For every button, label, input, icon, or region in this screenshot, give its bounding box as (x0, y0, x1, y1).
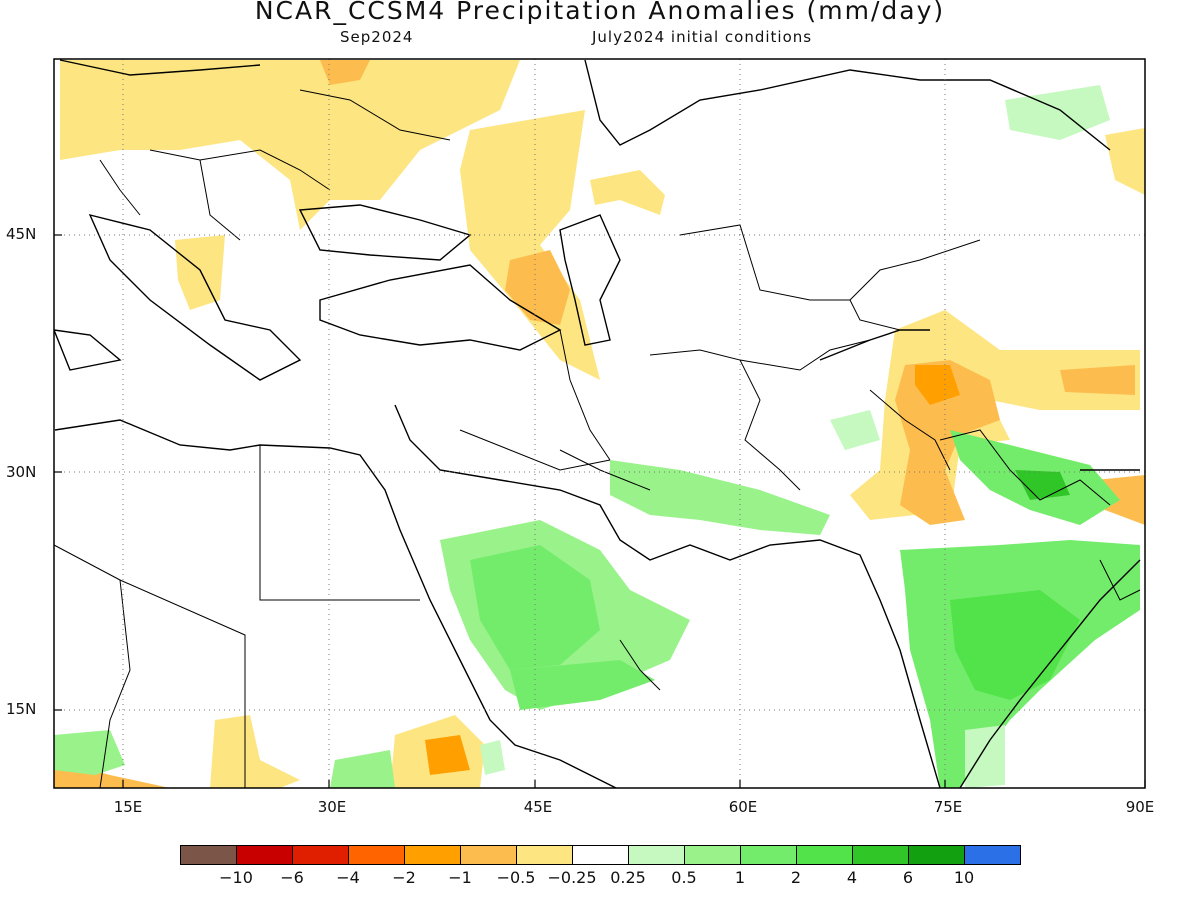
lon-label-45e: 45E (523, 798, 553, 816)
colorbar-label: −1 (448, 868, 472, 887)
map-title: NCAR_CCSM4 Precipitation Anomalies (mm/d… (254, 0, 946, 25)
dry-anomaly-pakistan-core (895, 360, 1000, 525)
colorbar-label: 6 (902, 868, 914, 887)
colorbar-swatch (628, 845, 685, 865)
colorbar-swatch (404, 845, 461, 865)
dry-anomaly-caucasus (505, 250, 570, 325)
colorbar-label: 0.25 (610, 868, 646, 887)
colorbar-label: −4 (336, 868, 360, 887)
dry-anomaly-kashmir (915, 365, 960, 405)
dry-anomaly-caspian (460, 110, 600, 380)
lon-label-90e: 90E (1125, 798, 1155, 816)
colorbar-label: −6 (280, 868, 304, 887)
dry-anomaly-tibet (1060, 365, 1135, 395)
wet-anomaly-yemen (510, 660, 655, 710)
colorbar-swatch (180, 845, 237, 865)
colorbar-swatch (908, 845, 965, 865)
axis-ticks (54, 234, 1146, 788)
coastlines (54, 59, 1141, 788)
colorbar-label: −10 (219, 868, 253, 887)
colorbar-swatch (572, 845, 629, 865)
map-frame (53, 58, 1146, 789)
colorbar-swatch (292, 845, 349, 865)
anomaly-fields (54, 60, 1145, 788)
initial-conditions: July2024 initial conditions (592, 28, 813, 46)
wet-anomaly-arabia-core (470, 545, 600, 670)
colorbar-swatch (460, 845, 517, 865)
lon-label-75e: 75E (933, 798, 963, 816)
colorbar-swatch (516, 845, 573, 865)
lon-label-15e: 15E (113, 798, 143, 816)
dry-anomaly-mongolia (1105, 128, 1145, 195)
wet-anomaly-india-south (965, 725, 1005, 788)
colorbar-swatch (236, 845, 293, 865)
wet-anomaly-india-core (950, 590, 1080, 700)
colorbar-swatch (348, 845, 405, 865)
colorbar-label: 10 (953, 868, 975, 887)
dry-anomaly-sudan (210, 715, 300, 788)
wet-anomaly-iran-spot (830, 410, 880, 450)
wet-anomaly-gulf (610, 460, 830, 535)
lat-label-15n: 15N (6, 700, 37, 718)
colorbar-swatch (964, 845, 1021, 865)
colorbar-swatch (740, 845, 797, 865)
dry-anomaly-balkans (175, 235, 225, 310)
wet-anomaly-africa-east (330, 750, 395, 788)
colorbar-label: 1 (734, 868, 746, 887)
dry-anomaly-central-africa (54, 760, 170, 788)
graticule (54, 59, 1145, 788)
colorbar-label: 4 (846, 868, 858, 887)
lon-label-30e: 30E (317, 798, 347, 816)
colorbar-swatch (796, 845, 853, 865)
lat-label-30n: 30N (6, 463, 37, 481)
dry-anomaly-ukraine (320, 60, 370, 85)
colorbar-label: −2 (392, 868, 416, 887)
colorbar-swatch (852, 845, 909, 865)
forecast-month: Sep2024 (340, 28, 414, 46)
lon-label-60e: 60E (728, 798, 758, 816)
dry-anomaly-central-asia (590, 170, 665, 215)
wet-anomaly-nepal-core (1015, 470, 1070, 500)
colorbar-label: −0.5 (496, 868, 536, 887)
colorbar-label: −0.25 (547, 868, 597, 887)
wet-anomaly-africa-west (54, 730, 125, 775)
dry-anomaly-europe (60, 60, 520, 230)
colorbar-label: 2 (790, 868, 802, 887)
wet-anomaly-mongolia (1005, 85, 1110, 140)
colorbar-swatch (684, 845, 741, 865)
colorbar-label: 0.5 (671, 868, 697, 887)
wet-anomaly-somalia-spot (480, 740, 505, 775)
country-borders (54, 89, 1141, 788)
lat-label-45n: 45N (6, 225, 37, 243)
dry-anomaly-ethiopia-core (425, 735, 470, 775)
